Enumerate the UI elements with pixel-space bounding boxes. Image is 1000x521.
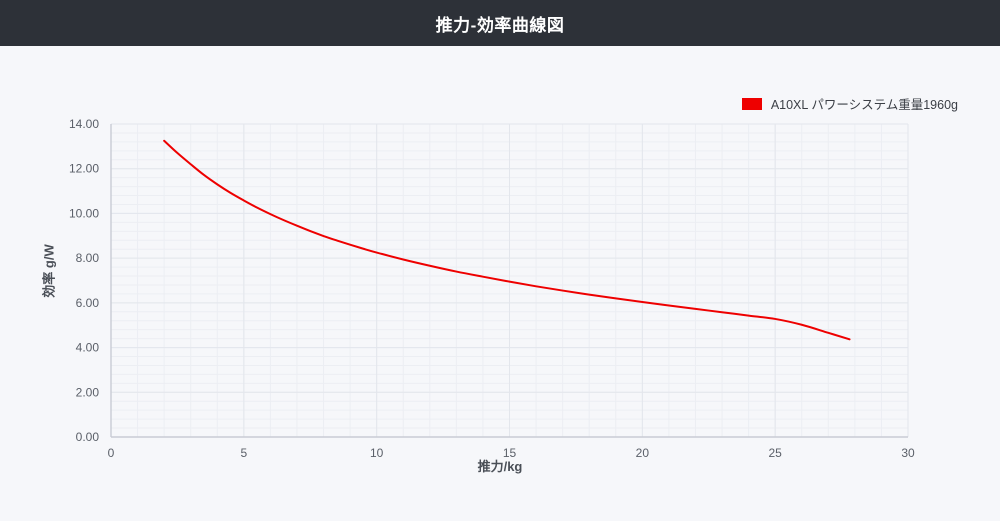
axis-lines (110, 124, 908, 438)
legend-swatch-icon (741, 97, 762, 110)
x-axis-title: 推力/kg (477, 459, 523, 474)
svg-text:14.00: 14.00 (69, 117, 99, 131)
svg-text:30: 30 (901, 446, 915, 460)
chart-container: A10XL パワーシステム重量1960g 効率 g/W 推力/kg 0.00 2.… (0, 46, 1000, 521)
svg-text:4.00: 4.00 (76, 341, 100, 355)
svg-text:10.00: 10.00 (69, 206, 99, 220)
svg-text:12.00: 12.00 (69, 162, 99, 176)
svg-text:0: 0 (108, 446, 115, 460)
svg-text:15: 15 (503, 446, 517, 460)
page-header: 推力-効率曲線図 (0, 0, 1000, 46)
svg-text:10: 10 (370, 446, 384, 460)
svg-text:20: 20 (636, 446, 650, 460)
legend-item-label: A10XL パワーシステム重量1960g (770, 98, 958, 112)
svg-text:6.00: 6.00 (76, 296, 100, 310)
svg-text:5: 5 (240, 446, 247, 460)
svg-text:25: 25 (768, 446, 782, 460)
series-line-a10xl (163, 139, 851, 341)
plot-area: 0.00 2.00 4.00 6.00 8.00 10.00 12.00 14.00 0 5 10… (69, 117, 915, 460)
x-axis-tick-labels: 0 5 10 15 20 25 30 (108, 446, 915, 460)
chart-legend: A10XL パワーシステム重量1960g (741, 94, 958, 113)
y-axis-tick-labels: 0.00 2.00 4.00 6.00 8.00 10.00 12.00 14.00 (69, 117, 99, 444)
svg-text:0.00: 0.00 (76, 430, 100, 444)
svg-text:8.00: 8.00 (76, 251, 100, 265)
svg-text:2.00: 2.00 (76, 385, 100, 399)
page-title: 推力-効率曲線図 (435, 15, 565, 35)
major-gridlines (110, 123, 909, 438)
